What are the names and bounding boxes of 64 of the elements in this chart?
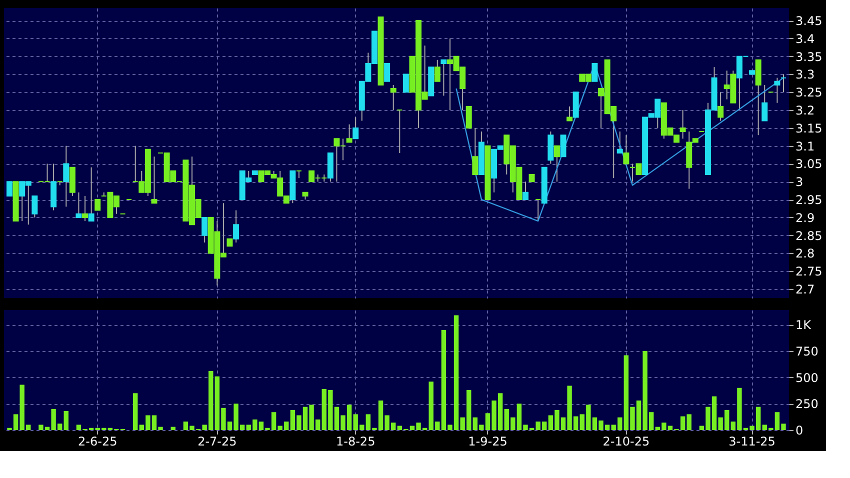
candlestick — [680, 110, 686, 140]
candlestick — [440, 59, 447, 96]
x-tick-label: 2-7-25 — [198, 434, 237, 448]
candlestick — [396, 110, 403, 154]
y-tick-label: 3.35 — [796, 50, 822, 64]
y-tick-label: 1K — [796, 318, 812, 332]
candlestick — [384, 62, 390, 82]
bar — [64, 411, 68, 430]
candlestick — [623, 134, 630, 164]
candlestick — [466, 106, 472, 128]
candlestick — [554, 145, 560, 182]
x-tick-label: 1-9-25 — [468, 434, 508, 448]
candlestick — [535, 199, 542, 222]
y-tick-label: 3.25 — [796, 86, 822, 100]
candlestick — [560, 134, 566, 158]
candlestick — [522, 181, 528, 200]
candlestick — [88, 166, 94, 222]
x-tick-label: 2-10-25 — [602, 434, 650, 448]
y-tick-label: 0 — [796, 424, 804, 438]
y-tick-label: 2.7 — [796, 282, 815, 297]
y-tick-label: 2.95 — [796, 193, 822, 208]
y-tick-label: 3.05 — [796, 157, 822, 172]
y-tick-label: 500 — [796, 370, 818, 385]
y-tick-label: 750 — [796, 344, 818, 359]
y-tick-label: 3.4 — [796, 32, 815, 46]
candlestick — [774, 77, 780, 104]
x-tick-label: 2-6-25 — [78, 434, 118, 448]
y-tick-label: 3.1 — [796, 139, 815, 154]
candlestick — [718, 92, 724, 122]
candlestick — [32, 195, 38, 218]
y-tick-label: 3.3 — [796, 68, 815, 82]
candlestick — [566, 106, 573, 122]
candlestick — [434, 59, 440, 82]
candlestick — [296, 170, 302, 179]
y-tick-label: 2.75 — [796, 264, 822, 279]
y-tick-label: 2.85 — [796, 228, 822, 243]
bar — [170, 426, 176, 430]
candlestick — [6, 181, 13, 196]
candlestick — [402, 74, 409, 93]
candlestick — [76, 192, 82, 218]
candlestick — [94, 199, 101, 211]
y-tick-label: 2.8 — [796, 246, 815, 261]
y-tick-label: 2.9 — [796, 210, 815, 225]
y-tick-label: 3.2 — [796, 104, 815, 118]
x-tick-label: 3-11-25 — [728, 434, 776, 448]
candlestick — [233, 210, 240, 244]
x-tick-label: 1-8-25 — [336, 434, 376, 448]
candlestick — [352, 116, 359, 140]
candlestick — [390, 84, 396, 111]
candlestick — [151, 156, 158, 204]
bar — [133, 393, 138, 430]
candlestick — [762, 84, 768, 122]
y-tick-label: 3.15 — [796, 121, 822, 136]
candlestick — [63, 145, 70, 208]
candlestick — [780, 74, 786, 93]
y-tick-label: 250 — [796, 397, 818, 412]
candlestick — [616, 131, 623, 154]
candlestick — [346, 124, 352, 143]
candlestick — [202, 216, 208, 244]
candlestick — [472, 127, 478, 175]
candlestick — [592, 62, 598, 82]
candlestick — [82, 195, 88, 222]
y-tick-label: 3.45 — [796, 14, 822, 28]
y-tick-label: 3 — [796, 175, 804, 190]
